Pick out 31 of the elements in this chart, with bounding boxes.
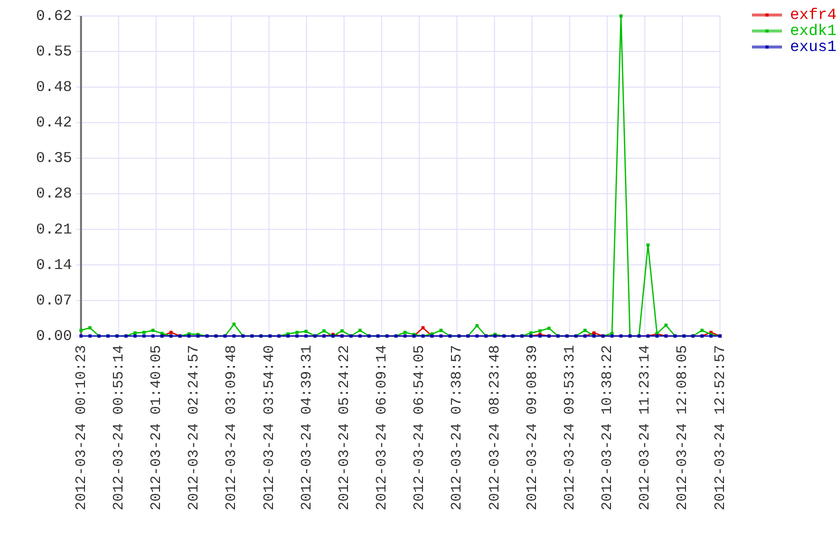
x-tick-label: 2012-03-24 09:53:31: [562, 345, 578, 510]
y-tick-label: 0.55: [36, 44, 72, 61]
y-tick-label: 0.00: [36, 328, 72, 345]
x-tick-label: 2012-03-24 05:24:22: [336, 345, 353, 510]
x-tick-label: 2012-03-24 00:10:23: [74, 345, 90, 510]
y-tick-label: 0.07: [36, 292, 72, 310]
legend-label: exus1: [790, 38, 837, 56]
x-tick-label: 2012-03-24 04:39:31: [299, 345, 316, 510]
x-tick-label: 2012-03-24 03:54:40: [262, 345, 278, 510]
legend-label: exfr4: [790, 6, 837, 24]
x-tick-label: 2012-03-24 12:52:57: [712, 345, 729, 510]
y-tick-label: 0.14: [36, 256, 72, 274]
y-tick-label: 0.21: [36, 221, 72, 238]
x-tick-label: 2012-03-24 02:24:57: [186, 345, 203, 510]
x-tick-label: 2012-03-24 03:09:48: [224, 345, 240, 510]
y-tick-label: 0.35: [36, 150, 72, 168]
y-tick-label: 0.48: [36, 79, 72, 96]
x-tick-label: 2012-03-24 07:38:57: [450, 345, 466, 510]
y-tick-label: 0.28: [36, 186, 72, 203]
x-tick-label: 2012-03-24 08:23:48: [487, 345, 504, 510]
x-tick-label: 2012-03-24 01:40:05: [148, 345, 165, 510]
x-tick-label: 2012-03-24 10:38:22: [600, 345, 616, 510]
y-tick-label: 0.62: [36, 8, 72, 25]
x-tick-label: 2012-03-24 12:08:05: [675, 345, 692, 510]
x-tick-label: 2012-03-24 00:55:14: [111, 345, 128, 510]
y-tick-label: 0.42: [36, 114, 72, 132]
x-tick-label: 2012-03-24 09:08:39: [524, 345, 541, 510]
x-tick-label: 2012-03-24 06:54:05: [412, 345, 428, 510]
x-tick-label: 2012-03-24 11:23:14: [638, 345, 654, 510]
x-tick-label: 2012-03-24 06:09:14: [374, 345, 391, 510]
legend-label: exdk1: [790, 22, 837, 40]
